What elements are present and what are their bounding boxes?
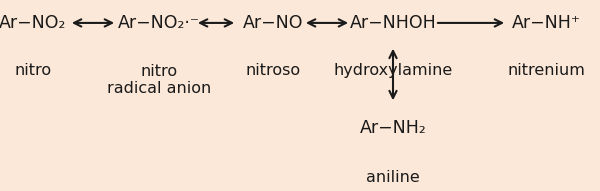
Text: nitrenium: nitrenium — [507, 63, 585, 78]
Text: Ar−NO: Ar−NO — [243, 14, 303, 32]
Text: aniline: aniline — [366, 170, 420, 185]
Text: nitroso: nitroso — [245, 63, 301, 78]
Text: Ar−NO₂: Ar−NO₂ — [0, 14, 67, 32]
Text: nitro
radical anion: nitro radical anion — [107, 64, 211, 96]
Text: hydroxylamine: hydroxylamine — [334, 63, 452, 78]
Text: nitro: nitro — [14, 63, 52, 78]
Text: Ar−NO₂·⁻: Ar−NO₂·⁻ — [118, 14, 200, 32]
Text: Ar−NHOH: Ar−NHOH — [350, 14, 436, 32]
Text: Ar−NH₂: Ar−NH₂ — [359, 119, 427, 137]
Text: Ar−NH⁺: Ar−NH⁺ — [511, 14, 581, 32]
